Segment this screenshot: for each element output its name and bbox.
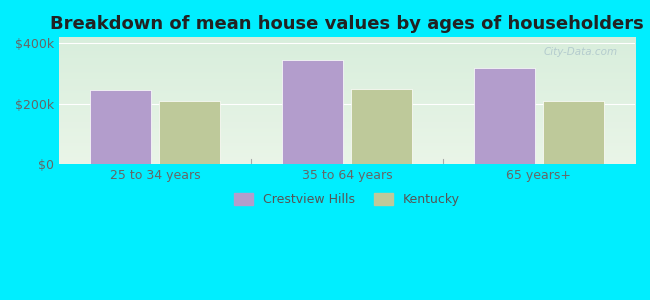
Text: City-Data.com: City-Data.com [543, 47, 618, 58]
Bar [281, 60, 343, 164]
Bar [543, 101, 604, 164]
Bar [90, 90, 151, 164]
Title: Breakdown of mean house values by ages of householders: Breakdown of mean house values by ages o… [50, 15, 644, 33]
Bar [351, 89, 412, 164]
Bar [474, 68, 535, 164]
Legend: Crestview Hills, Kentucky: Crestview Hills, Kentucky [229, 188, 465, 211]
Bar [159, 101, 220, 164]
